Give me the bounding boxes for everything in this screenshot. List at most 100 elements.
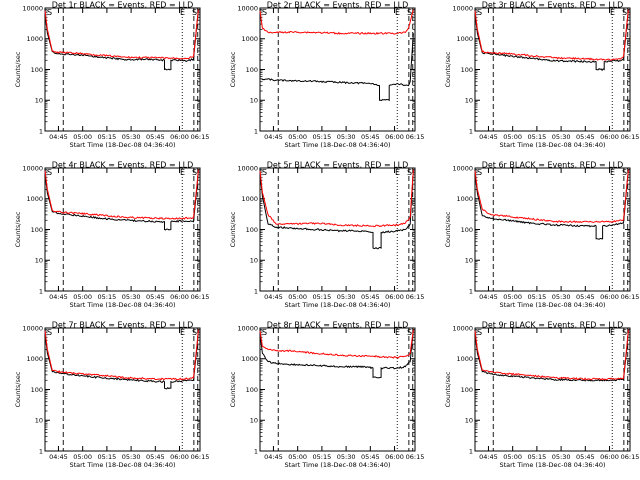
- plot-frame: [474, 7, 631, 132]
- x-tick-label: 05:30: [122, 293, 141, 301]
- x-tick-label: 05:45: [146, 293, 165, 301]
- y-tick-label: 1: [254, 287, 258, 295]
- x-tick-label: 05:45: [361, 293, 380, 301]
- y-tick-label: 100: [31, 386, 43, 394]
- series-events-line: [44, 169, 199, 231]
- saa-start-label: S: [477, 168, 482, 177]
- y-tick-label: 10000: [237, 164, 258, 172]
- plot-frame: [44, 7, 201, 132]
- eclipse-label: E: [610, 168, 615, 177]
- y-tick-label: 10000: [22, 164, 43, 172]
- y-tick-label: 10000: [452, 4, 473, 12]
- y-tick-label: 10: [465, 417, 473, 425]
- y-axis-label: Counts/sec: [444, 371, 452, 407]
- series-lld-line: [44, 9, 199, 60]
- x-tick-label: 06:00: [385, 453, 404, 461]
- x-tick-label: 06:15: [621, 453, 640, 461]
- saa-start-label: S: [262, 168, 267, 177]
- y-tick-label: 10: [250, 257, 258, 265]
- y-tick-label: 1: [254, 127, 258, 135]
- y-tick-label: 1: [469, 287, 473, 295]
- x-axis-label: Start Time (18-Dec-08 04:36:40): [69, 141, 175, 149]
- x-axis-label: Start Time (18-Dec-08 04:36:40): [499, 461, 605, 469]
- y-tick-label: 10: [35, 257, 43, 265]
- eclipse-label: E: [395, 328, 400, 337]
- saa-start-label: S: [47, 328, 52, 337]
- x-tick-label: 06:00: [385, 293, 404, 301]
- x-tick-label: 06:15: [191, 133, 210, 141]
- panel-title: Det 6r BLACK = Events, RED = LLD: [482, 161, 624, 170]
- panel-title: Det 7r BLACK = Events, RED = LLD: [52, 321, 194, 330]
- saa-end-label: S: [407, 328, 412, 337]
- panel-det-1: Det 1r BLACK = Events, RED = LLD 1 10 100 10…: [14, 1, 209, 150]
- y-tick-label: 100: [246, 386, 258, 394]
- y-tick-label: 1000: [456, 35, 473, 43]
- saa-end-label: S: [192, 168, 197, 177]
- y-tick-label: 1: [254, 447, 258, 455]
- x-tick-label: 05:00: [503, 133, 522, 141]
- series-lld-line: [259, 329, 414, 359]
- panel-det-9: Det 9r BLACK = Events, RED = LLD 1 10 100 10…: [444, 321, 639, 470]
- y-axis-label: Counts/sec: [444, 51, 452, 87]
- y-axis-label: Counts/sec: [229, 211, 237, 247]
- plot-frame: [474, 167, 631, 292]
- x-axis-label: Start Time (18-Dec-08 04:36:40): [284, 141, 390, 149]
- y-axis-label: Counts/sec: [14, 51, 22, 87]
- x-tick-label: 05:45: [576, 453, 595, 461]
- x-tick-label: 05:45: [361, 133, 380, 141]
- x-tick-label: 05:00: [73, 133, 92, 141]
- y-tick-label: 10000: [452, 324, 473, 332]
- panel-det-5: Det 5r BLACK = Events, RED = LLD 1 10 100 10…: [229, 161, 424, 310]
- y-tick-label: 1000: [26, 355, 43, 363]
- y-tick-label: 10000: [452, 164, 473, 172]
- series-events-line: [261, 33, 414, 102]
- x-tick-label: 05:15: [98, 453, 117, 461]
- x-tick-label: 05:00: [288, 293, 307, 301]
- series-lld-line: [259, 169, 414, 228]
- y-tick-label: 1000: [241, 35, 258, 43]
- panel-det-7: Det 7r BLACK = Events, RED = LLD 1 10 100 10…: [14, 321, 209, 470]
- y-tick-label: 100: [246, 226, 258, 234]
- x-tick-label: 06:00: [385, 133, 404, 141]
- series-lld-line: [259, 9, 414, 35]
- y-tick-label: 1000: [26, 195, 43, 203]
- x-tick-label: 06:00: [170, 133, 189, 141]
- x-tick-label: 04:45: [264, 133, 283, 141]
- saa-end-label: S: [407, 8, 412, 17]
- x-tick-label: 05:30: [552, 293, 571, 301]
- saa-start-label: S: [47, 168, 52, 177]
- x-tick-label: 04:45: [264, 453, 283, 461]
- x-tick-label: 05:15: [313, 453, 332, 461]
- x-tick-label: 05:15: [528, 133, 547, 141]
- eclipse-label: E: [180, 328, 185, 337]
- x-tick-label: 06:00: [600, 293, 619, 301]
- x-tick-label: 05:00: [73, 293, 92, 301]
- y-tick-label: 100: [461, 386, 473, 394]
- y-tick-label: 10: [465, 257, 473, 265]
- x-tick-label: 05:00: [288, 453, 307, 461]
- y-tick-label: 1000: [456, 355, 473, 363]
- panel-title: Det 8r BLACK = Events, RED = LLD: [267, 321, 409, 330]
- x-tick-label: 05:15: [313, 293, 332, 301]
- x-tick-label: 05:30: [337, 293, 356, 301]
- y-axis-label: Counts/sec: [229, 371, 237, 407]
- series-lld-line: [474, 169, 629, 224]
- panel-det-4: Det 4r BLACK = Events, RED = LLD 1 10 100 10…: [14, 161, 209, 310]
- series-lld-line: [44, 329, 199, 381]
- y-tick-label: 1: [469, 127, 473, 135]
- x-tick-label: 04:45: [49, 293, 68, 301]
- x-tick-label: 05:00: [503, 293, 522, 301]
- panel-title: Det 9r BLACK = Events, RED = LLD: [482, 321, 624, 330]
- saa-end-label: S: [622, 168, 627, 177]
- panel-det-6: Det 6r BLACK = Events, RED = LLD 1 10 100 10…: [444, 161, 639, 310]
- x-tick-label: 06:15: [406, 293, 425, 301]
- y-tick-label: 1000: [456, 195, 473, 203]
- plot-frame: [259, 7, 416, 132]
- plot-frame: [259, 327, 416, 452]
- saa-start-label: S: [477, 8, 482, 17]
- saa-end-label: S: [622, 8, 627, 17]
- x-tick-label: 04:45: [479, 453, 498, 461]
- y-tick-label: 1000: [26, 35, 43, 43]
- series-events-line: [474, 329, 629, 382]
